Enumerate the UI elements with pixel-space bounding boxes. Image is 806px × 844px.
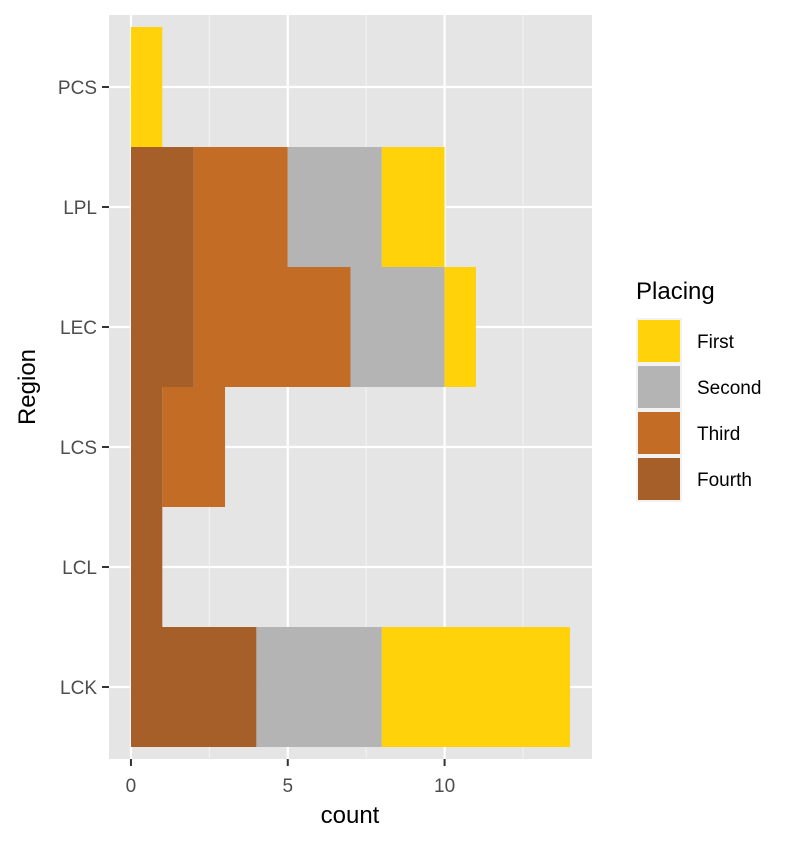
bar-LEC-second: [350, 267, 445, 387]
bar-LEC-first: [444, 267, 476, 387]
bar-marks: [130, 27, 571, 747]
bar-LEC-fourth: [130, 267, 194, 387]
x-tick-label: 0: [126, 776, 137, 797]
bar-LCS-third: [162, 387, 226, 507]
bar-LPL-third: [193, 147, 288, 267]
y-tick-label: LCL: [62, 558, 97, 579]
bar-LCS-fourth: [130, 387, 163, 507]
y-tick-label: LCK: [60, 678, 97, 699]
bar-LPL-first: [381, 147, 445, 267]
y-axis-title: Region: [14, 349, 41, 425]
bar-LEC-third: [193, 267, 351, 387]
x-axis: 0 5 10: [126, 759, 455, 797]
bar-LCK-first: [381, 627, 571, 747]
legend-label-third: Third: [697, 424, 740, 445]
legend-swatch-fourth: [638, 458, 680, 500]
y-tick-label: LCS: [60, 438, 97, 459]
y-tick-label: PCS: [58, 78, 97, 99]
legend-swatch-third: [638, 412, 680, 454]
legend-label-fourth: Fourth: [697, 470, 752, 491]
legend-swatch-second: [638, 366, 680, 408]
legend-title: Placing: [636, 278, 715, 305]
bar-LCK-fourth: [130, 627, 257, 747]
y-tick-label: LPL: [63, 198, 97, 219]
legend: Placing First Second Third Fourth: [636, 278, 761, 502]
bar-PCS-first: [130, 27, 163, 147]
x-tick-label: 10: [434, 776, 455, 797]
legend-swatch-first: [638, 320, 680, 362]
x-axis-title: count: [321, 802, 380, 829]
legend-label-first: First: [697, 332, 735, 353]
y-tick-label: LEC: [60, 318, 97, 339]
legend-label-second: Second: [697, 378, 761, 399]
y-axis: PCS LPL LEC LCS LCL LCK: [58, 78, 109, 699]
bar-LPL-second: [287, 147, 382, 267]
bar-LCK-second: [256, 627, 382, 747]
bar-LPL-fourth: [130, 147, 194, 267]
x-tick-label: 5: [282, 776, 293, 797]
bar-LCL-fourth: [130, 507, 163, 627]
